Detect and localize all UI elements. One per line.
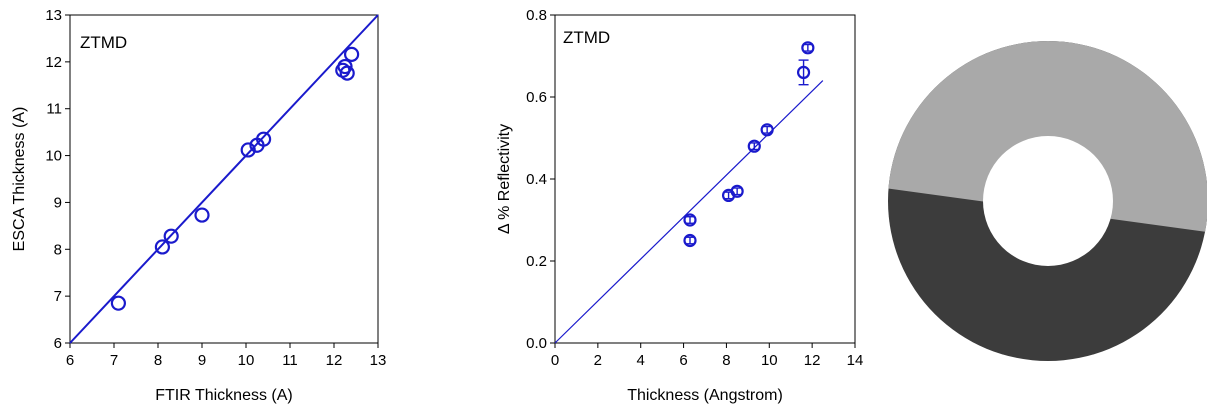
data-points: [110, 46, 360, 311]
fit-line: [69, 14, 379, 344]
x-tick-label: 4: [637, 352, 645, 369]
data-point: [154, 239, 170, 255]
y-tick-label: 9: [54, 194, 62, 211]
data-point: [240, 142, 256, 158]
data-point: [796, 65, 811, 80]
data-point: [110, 295, 127, 311]
y-tick-label: 6: [54, 335, 62, 352]
x-tick-label: 12: [326, 352, 343, 369]
chart-reflectivity-vs-thickness: 0 2 4 6 8 10 12 14 0.0 0.2 0.4 0.6 0.8 ZTMD Thicknes…: [496, 7, 863, 404]
y-tick-label: 11: [46, 101, 62, 118]
x-tick-label: 11: [282, 352, 298, 369]
data-point: [256, 131, 272, 147]
axis-ticks: 6 7 8 9 10 11 12 13 6 7 8 9 10 11 12 13: [45, 7, 386, 369]
wafer-photo: [888, 41, 1207, 361]
x-tick-label: 10: [761, 352, 778, 369]
y-tick-label: 7: [54, 288, 62, 305]
x-tick-label: 7: [110, 352, 118, 369]
fit-line-group: [69, 14, 379, 344]
data-point: [339, 65, 355, 81]
y-tick-label: 0.8: [526, 7, 547, 24]
x-tick-label: 10: [238, 352, 255, 369]
y-axis-title: ESCA Thickness (A): [11, 107, 28, 252]
data-points: [683, 41, 815, 248]
x-axis-title: Thickness (Angstrom): [627, 387, 783, 404]
x-tick-label: 2: [594, 352, 602, 369]
data-point: [163, 228, 179, 244]
data-point: [337, 58, 353, 75]
panel-annotation: ZTMD: [563, 28, 610, 47]
x-tick-label: 6: [66, 352, 74, 369]
plot-frame: [69, 14, 379, 344]
y-tick-label: 0.2: [526, 253, 547, 270]
x-tick-label: 8: [154, 352, 162, 369]
x-tick-label: 8: [722, 352, 730, 369]
y-tick-label: 12: [45, 54, 62, 71]
x-tick-label: 6: [679, 352, 687, 369]
y-tick-label: 0.4: [526, 171, 547, 188]
data-point: [344, 46, 360, 62]
data-point: [730, 184, 744, 198]
data-point: [801, 41, 815, 55]
data-point: [683, 233, 697, 248]
x-axis-title: FTIR Thickness (A): [155, 387, 293, 404]
axis-ticks: 0 2 4 6 8 10 12 14 0.0 0.2 0.4 0.6 0.8: [526, 7, 863, 369]
y-tick-label: 8: [54, 241, 62, 258]
x-tick-label: 14: [847, 352, 864, 369]
data-point: [194, 207, 210, 223]
panel-annotation: ZTMD: [80, 33, 127, 52]
x-tick-label: 0: [551, 352, 559, 369]
x-tick-label: 9: [198, 352, 206, 369]
wafer-center-hole: [983, 136, 1113, 266]
y-tick-label: 10: [45, 148, 62, 165]
y-tick-label: 13: [45, 7, 62, 24]
data-point: [747, 139, 761, 153]
fit-line: [554, 80, 824, 344]
plot-frame: [554, 14, 856, 344]
y-tick-label: 0.6: [526, 89, 547, 106]
y-tick-label: 0.0: [526, 335, 547, 352]
data-point: [760, 123, 774, 137]
fit-line-group: [554, 80, 824, 344]
y-axis-title: Δ % Reflectivity: [496, 124, 513, 234]
x-tick-label: 13: [370, 352, 387, 369]
chart-esca-vs-ftir: 6 7 8 9 10 11 12 13 6 7 8 9 10 11 12 13 ZTMD FTIR Thick…: [11, 7, 386, 404]
x-tick-label: 12: [804, 352, 821, 369]
data-point: [683, 213, 697, 227]
